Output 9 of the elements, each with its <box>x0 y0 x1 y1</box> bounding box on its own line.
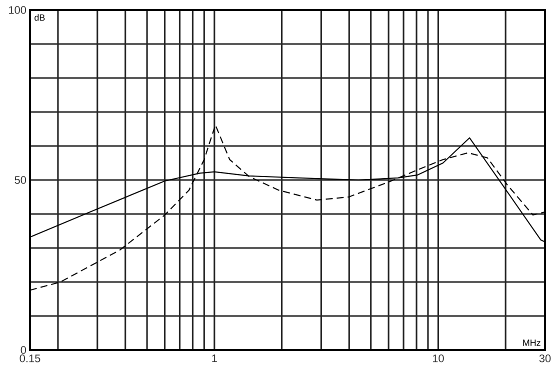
x-axis-title: MHz <box>523 340 540 346</box>
x-tick-label: 0.15 <box>20 354 40 362</box>
y-axis-title: dB <box>34 14 45 21</box>
x-tick-label: 10 <box>432 354 444 362</box>
y-tick-label: 50 <box>14 176 26 184</box>
x-tick-label: 1 <box>212 354 217 362</box>
y-tick-label: 0 <box>20 346 26 354</box>
y-tick-label: 100 <box>9 6 26 14</box>
x-tick-label: 30 <box>539 354 551 362</box>
